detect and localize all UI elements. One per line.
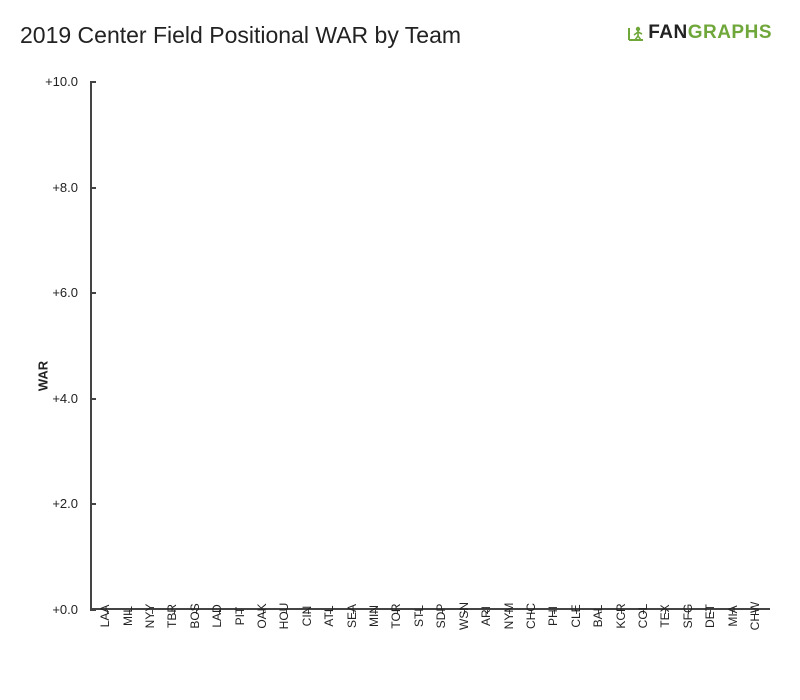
- x-label: PIT: [233, 607, 247, 626]
- x-label-slot: TEX: [654, 612, 676, 680]
- x-label-slot: SFG: [677, 612, 699, 680]
- x-label: MIA: [726, 605, 740, 626]
- x-label-slot: BOS: [184, 612, 206, 680]
- x-label-slot: PHI: [542, 612, 564, 680]
- x-label-slot: KCR: [609, 612, 631, 680]
- x-label: ARI: [479, 606, 493, 626]
- y-tick-label: +4.0: [52, 391, 78, 406]
- x-label-slot: TBR: [161, 612, 183, 680]
- y-tick-label: +8.0: [52, 180, 78, 195]
- x-label: BAL: [591, 605, 605, 628]
- x-label-slot: LAA: [94, 612, 116, 680]
- bars-container: [92, 82, 770, 608]
- y-tick-label: +10.0: [45, 74, 78, 89]
- x-label: CHW: [748, 602, 762, 631]
- logo-text-fan: FAN: [648, 22, 688, 44]
- x-label-slot: MIL: [116, 612, 138, 680]
- x-label-slot: CIN: [296, 612, 318, 680]
- x-axis-labels: LAAMILNYYTBRBOSLADPITOAKHOUCINATLSEAMINT…: [90, 612, 770, 680]
- x-label: ATL: [322, 605, 336, 626]
- x-label: STL: [412, 605, 426, 627]
- x-label: DET: [703, 604, 717, 628]
- chart-frame: 2019 Center Field Positional WAR by Team…: [0, 0, 800, 700]
- x-label-slot: ARI: [475, 612, 497, 680]
- x-label: MIN: [367, 605, 381, 627]
- y-tick-label: +0.0: [52, 602, 78, 617]
- plot-area: [90, 82, 770, 610]
- x-label: WSN: [457, 602, 471, 630]
- x-label-slot: CHC: [520, 612, 542, 680]
- logo-text-graphs: GRAPHS: [688, 22, 772, 44]
- x-label: HOU: [277, 603, 291, 630]
- x-label-slot: WSN: [453, 612, 475, 680]
- x-label: TEX: [658, 604, 672, 627]
- x-label-slot: HOU: [273, 612, 295, 680]
- y-tick-label: +6.0: [52, 285, 78, 300]
- x-label-slot: LAD: [206, 612, 228, 680]
- x-label: MIL: [121, 606, 135, 626]
- x-label-slot: BAL: [587, 612, 609, 680]
- x-label: NYY: [143, 604, 157, 629]
- x-label: LAA: [98, 605, 112, 628]
- x-label: CIN: [300, 606, 314, 627]
- x-label-slot: TOR: [385, 612, 407, 680]
- x-label-slot: SDP: [430, 612, 452, 680]
- chart-title: 2019 Center Field Positional WAR by Team: [20, 22, 461, 49]
- x-label-slot: CHW: [744, 612, 766, 680]
- x-label: PHI: [546, 606, 560, 626]
- x-label: CLE: [569, 604, 583, 627]
- x-label-slot: OAK: [251, 612, 273, 680]
- x-label: TBR: [165, 604, 179, 628]
- logo-mark-icon: [626, 23, 646, 43]
- y-axis-ticks: +0.0+2.0+4.0+6.0+8.0+10.0: [20, 82, 90, 610]
- x-label-slot: SEA: [340, 612, 362, 680]
- x-label-slot: MIA: [721, 612, 743, 680]
- x-label: OAK: [255, 603, 269, 628]
- fangraphs-logo: FANGRAPHS: [626, 22, 772, 44]
- x-label: SDP: [434, 604, 448, 629]
- x-label-slot: PIT: [228, 612, 250, 680]
- bar-chart: WAR +0.0+2.0+4.0+6.0+8.0+10.0 LAAMILNYYT…: [20, 72, 780, 680]
- x-label: LAD: [210, 604, 224, 627]
- x-label-slot: NYM: [497, 612, 519, 680]
- x-label-slot: DET: [699, 612, 721, 680]
- x-label: NYM: [502, 603, 516, 630]
- x-label: TOR: [389, 603, 403, 628]
- x-label: KCR: [614, 603, 628, 628]
- x-label-slot: ATL: [318, 612, 340, 680]
- y-tick-label: +2.0: [52, 496, 78, 511]
- x-label-slot: MIN: [363, 612, 385, 680]
- x-label: SFG: [681, 604, 695, 629]
- x-label-slot: STL: [408, 612, 430, 680]
- x-label: BOS: [188, 603, 202, 628]
- x-label-slot: CLE: [565, 612, 587, 680]
- x-label: COL: [636, 604, 650, 629]
- x-label-slot: NYY: [139, 612, 161, 680]
- x-label-slot: COL: [632, 612, 654, 680]
- x-label: SEA: [345, 604, 359, 628]
- x-label: CHC: [524, 603, 538, 629]
